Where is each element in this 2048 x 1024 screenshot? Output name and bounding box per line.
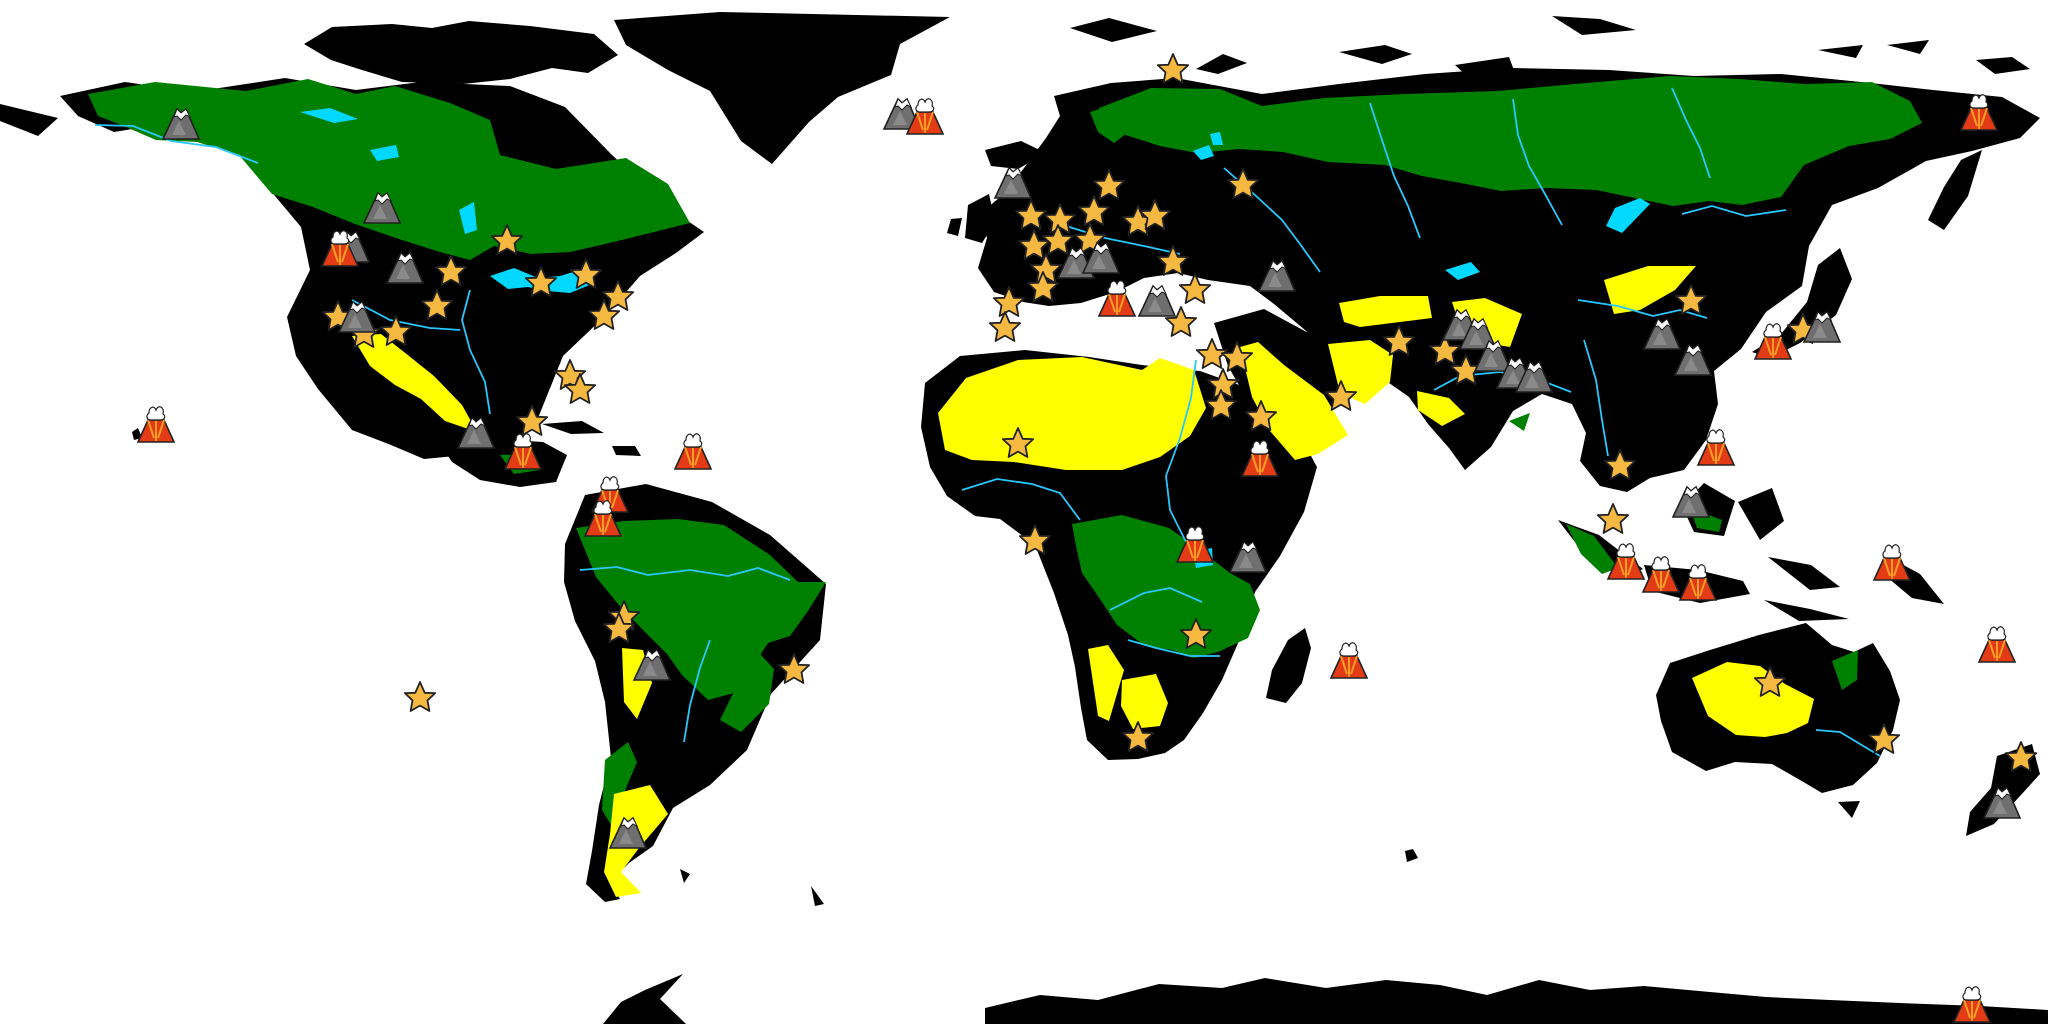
- amazon-forest: [576, 519, 826, 700]
- mekong-river: [1583, 339, 1609, 457]
- amur-river: [1681, 205, 1787, 217]
- greenland: [614, 12, 950, 164]
- congo-forest: [1072, 515, 1260, 658]
- white-sea: [1193, 132, 1223, 160]
- north-american-desert: [352, 334, 477, 432]
- sweden-forest: [1090, 92, 1180, 143]
- new-zealand: [1966, 744, 2040, 836]
- boreal-eurasia: [1099, 76, 1922, 206]
- atlantic-forest: [720, 654, 774, 732]
- tasmania: [1838, 801, 1860, 818]
- central-asian-desert: [1339, 266, 1696, 347]
- iranian-desert: [1328, 340, 1465, 426]
- kamchatka: [1928, 150, 1982, 230]
- lena-river: [1671, 87, 1711, 179]
- uk-ireland: [947, 194, 995, 243]
- nile-river: [1165, 359, 1197, 551]
- yangtze-huang: [1577, 299, 1708, 319]
- danube-river: [1065, 225, 1181, 255]
- indus-ganges: [1433, 371, 1572, 393]
- arctic-islands-1: [304, 21, 618, 84]
- caspian-sea: [1445, 262, 1480, 280]
- mississippi-river: [461, 289, 491, 415]
- amazon-river: [579, 566, 791, 581]
- iceland: [985, 141, 1046, 169]
- yenisei-river: [1512, 98, 1563, 226]
- ob-river: [1369, 102, 1421, 239]
- congo-river: [1109, 587, 1203, 611]
- murray-river: [1815, 729, 1881, 757]
- antarctica: [603, 974, 2048, 1024]
- kalahari-desert: [1088, 645, 1168, 729]
- madagascar: [1266, 628, 1311, 703]
- zambezi-river: [1127, 639, 1220, 657]
- missouri-river: [351, 299, 461, 331]
- australia-forest: [1832, 650, 1858, 690]
- india-forest: [1509, 413, 1530, 431]
- sumatra-forest: [1566, 524, 1618, 574]
- caribbean-islands: [542, 421, 641, 456]
- forest-layer: [88, 76, 1922, 830]
- patagonian-forest: [602, 742, 637, 830]
- yukon-river: [94, 124, 259, 164]
- parana-river: [683, 639, 711, 743]
- boreal-north-america: [88, 79, 690, 260]
- japan: [1752, 248, 1852, 358]
- australian-desert: [1692, 662, 1814, 737]
- arabian-desert: [1240, 342, 1348, 460]
- niger-river: [961, 478, 1081, 521]
- lake-baikal: [1606, 198, 1650, 233]
